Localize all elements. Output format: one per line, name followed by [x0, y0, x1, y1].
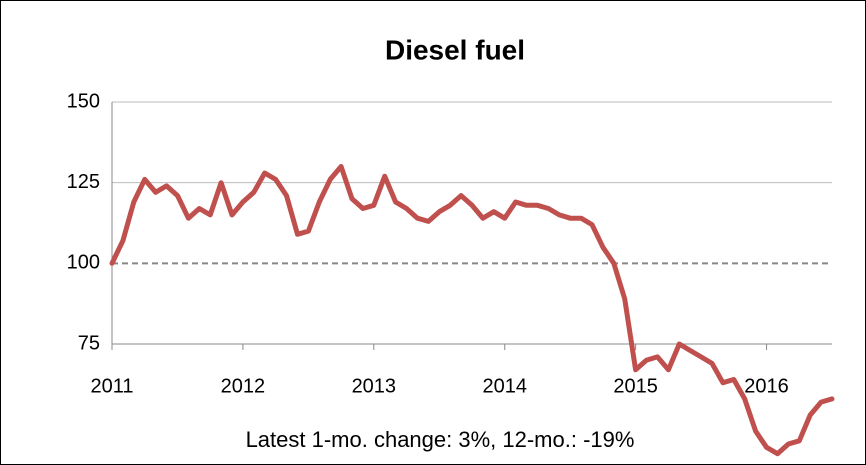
- y-tick-label: 75: [78, 332, 100, 354]
- y-tick-label: 100: [67, 252, 100, 274]
- chart-title: Diesel fuel: [385, 34, 525, 65]
- x-tick-label: 2013: [352, 375, 397, 397]
- data-line: [109, 164, 835, 457]
- x-tick-label: 2012: [221, 375, 266, 397]
- x-tick-label: 2015: [613, 375, 658, 397]
- y-tick-label: 125: [67, 171, 100, 193]
- y-tick-label: 150: [67, 90, 100, 112]
- x-tick-label: 2016: [744, 375, 789, 397]
- x-tick-label: 2014: [482, 375, 527, 397]
- annotation: Latest 1-mo. change: 3%, 12-mo.: -19%: [246, 427, 635, 452]
- x-tick-label: 2011: [90, 375, 133, 397]
